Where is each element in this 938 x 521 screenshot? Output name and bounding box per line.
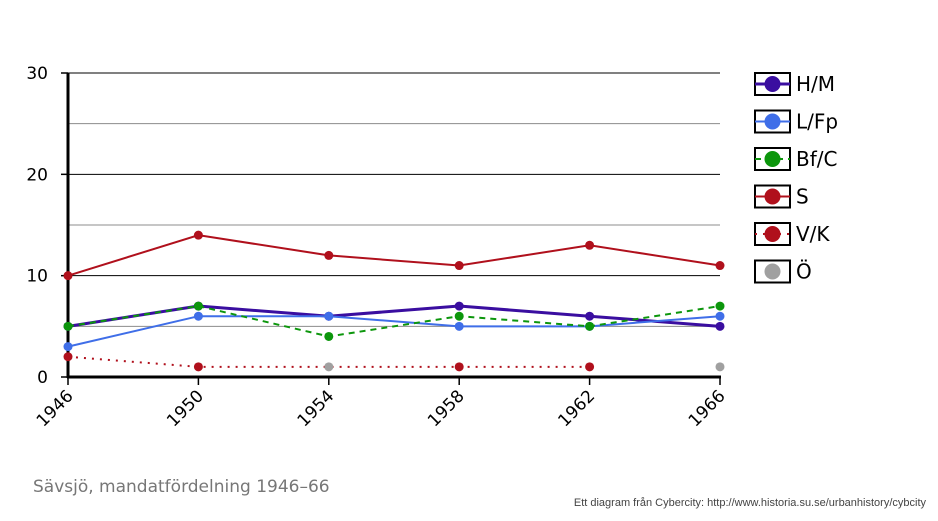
y-tick-label: 20 <box>26 165 48 185</box>
series <box>63 230 725 372</box>
legend-item-3-label: S <box>796 185 809 209</box>
series-2-point <box>454 311 464 321</box>
y-tick-label: 30 <box>26 64 48 84</box>
legend-item-1-label: L/Fp <box>796 110 838 134</box>
series-3-point <box>715 261 725 271</box>
series-2-point <box>585 321 595 331</box>
legend-item-3-marker <box>764 188 781 205</box>
series-1-point <box>193 311 203 321</box>
series-4-point <box>454 362 464 372</box>
series-3-point <box>63 271 73 281</box>
credit-text: Ett diagram från Cybercity: http://www.h… <box>573 497 926 509</box>
series-0-point <box>715 321 725 331</box>
x-tick-label: 1966 <box>685 386 730 431</box>
series-3-point <box>454 261 464 271</box>
series-0-point <box>454 301 464 311</box>
series-1-line <box>67 315 721 348</box>
x-tick-label: 1950 <box>163 386 208 431</box>
series-3-point <box>585 240 595 250</box>
series-3-point <box>193 230 203 240</box>
legend-item-1-marker <box>764 113 781 130</box>
x-tick-label: 1962 <box>554 386 599 431</box>
y-tick-label: 10 <box>26 267 48 287</box>
series-4-point <box>585 362 595 372</box>
legend: H/M L/Fp Bf/C S V/K Ö <box>754 72 838 284</box>
grid <box>68 72 720 327</box>
series-3-line <box>67 234 721 277</box>
series-4-point <box>193 362 203 372</box>
legend-item-4-marker <box>764 226 781 242</box>
series-1-point <box>715 311 725 321</box>
series-2-point <box>324 331 334 341</box>
series-5-point <box>715 362 725 372</box>
series-4-point <box>63 352 73 362</box>
chart-caption: Sävsjö, mandatfördelning 1946–66 <box>33 477 330 497</box>
legend-item-0-marker <box>764 76 781 92</box>
series-4-line <box>67 355 590 368</box>
series-1-point <box>324 311 334 321</box>
axes: 0 10 20 30 1946 1950 1954 1958 1962 1966 <box>26 64 729 431</box>
series-0-line <box>67 304 721 328</box>
x-tick-label: 1958 <box>424 386 469 431</box>
y-tick-label: 0 <box>37 368 48 388</box>
series-1-point <box>454 321 464 331</box>
series-2-point <box>63 321 73 331</box>
legend-item-2-label: Bf/C <box>796 147 837 171</box>
series-0-point <box>585 311 595 321</box>
series-1-point <box>63 342 73 352</box>
series-2-point <box>715 301 725 311</box>
series-5-point <box>324 362 334 372</box>
series-2-line <box>67 305 721 338</box>
x-tick-label: 1954 <box>294 386 339 431</box>
legend-item-2-marker <box>764 151 781 167</box>
series-2-point <box>193 301 203 311</box>
line-chart: 0 10 20 30 1946 1950 1954 1958 1962 1966 H/M L/Fp B… <box>26 64 838 431</box>
legend-item-4-label: V/K <box>796 222 830 246</box>
series-3-point <box>324 250 334 260</box>
legend-item-0-label: H/M <box>796 72 835 96</box>
legend-item-5-marker <box>764 263 781 280</box>
legend-item-5-label: Ö <box>796 260 812 284</box>
x-tick-label: 1946 <box>33 386 78 431</box>
